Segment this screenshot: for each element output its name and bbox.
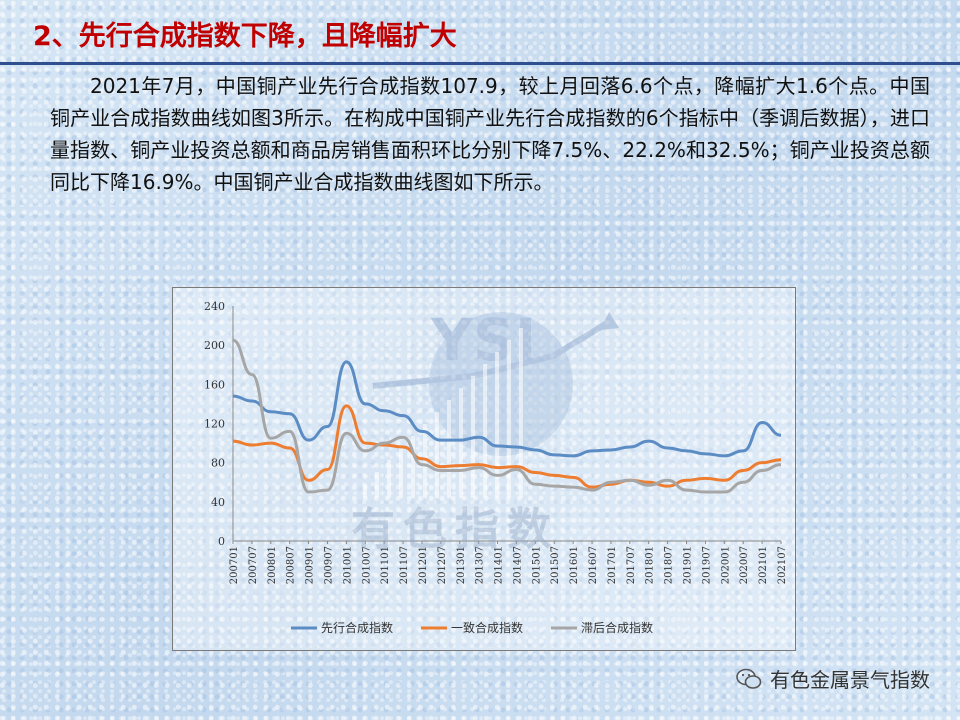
x-tick-label: 201307 (475, 546, 486, 584)
x-tick-label: 201001 (342, 546, 353, 584)
x-tick-label: 201207 (437, 546, 448, 584)
slide-title: 2、先行合成指数下降，且降幅扩大 (33, 21, 457, 52)
watermark-bar (459, 388, 463, 498)
footer-label: 有色金属景气指数 (770, 668, 930, 692)
x-tick-label: 202001 (720, 546, 731, 584)
legend-label: 一致合成指数 (451, 620, 523, 635)
x-tick-label: 202107 (777, 546, 788, 584)
line-chart: YSI 0 40 80 120 160 200 240 200701 200707 200801 2… (204, 300, 788, 635)
legend-label: 先行合成指数 (321, 620, 393, 635)
x-tick-label: 201601 (569, 546, 580, 584)
series-line (232, 404, 782, 489)
watermark-logo-text: YSI (430, 306, 536, 374)
x-tick-label: 201907 (701, 546, 712, 584)
x-tick-label: 201107 (399, 546, 410, 584)
watermark-bar (507, 340, 511, 498)
y-tick-label: 80 (211, 457, 225, 470)
legend-label: 滞后合成指数 (581, 620, 653, 635)
y-tick-label: 120 (204, 418, 225, 431)
y-tick-label: 160 (204, 378, 225, 391)
footer-source: 有色金属景气指数 (736, 664, 930, 693)
x-tick-label: 201507 (550, 546, 561, 584)
watermark-bar (363, 484, 367, 498)
body-paragraph: 2021年7月，中国铜产业先行合成指数107.9，较上月回落6.6个点，降幅扩大… (50, 74, 930, 194)
x-tick-label: 201301 (456, 546, 467, 584)
y-tick-label: 40 (211, 496, 225, 509)
y-tick-label: 240 (204, 300, 225, 313)
x-tick-label: 201801 (645, 546, 656, 584)
watermark-bar (495, 352, 499, 498)
x-tick-label: 201201 (418, 546, 429, 584)
series-line (232, 338, 782, 494)
watermark-bar (387, 460, 391, 498)
x-tick-label: 202101 (758, 546, 769, 584)
x-tick-label: 200907 (323, 546, 334, 584)
x-tick-label: 201807 (664, 546, 675, 584)
series-line (232, 360, 782, 458)
watermark-bar (435, 412, 439, 498)
x-tick-label: 201407 (512, 546, 523, 584)
x-tick-label: 201707 (626, 546, 637, 584)
title-divider (0, 62, 960, 65)
watermark-text: 有色指数 (351, 504, 559, 555)
x-tick-label: 200901 (305, 546, 316, 584)
wechat-icon (736, 668, 762, 689)
watermark-bar (519, 328, 523, 498)
x-tick-label: 200801 (267, 546, 278, 584)
watermark-bar (447, 400, 451, 498)
x-tick-label: 202007 (739, 546, 750, 584)
watermark-logo: YSI (372, 306, 619, 456)
watermark-bar (375, 472, 379, 498)
watermark-bar (483, 364, 487, 498)
watermark-bar (411, 436, 415, 498)
x-tick-label: 201501 (531, 546, 542, 584)
x-tick-label: 201901 (683, 546, 694, 584)
chart-panel: YSI 0 40 80 120 160 200 240 200701 200707 200801 2… (172, 287, 796, 651)
x-tick-label: 201701 (607, 546, 618, 584)
x-tick-label: 201607 (588, 546, 599, 584)
y-tick-label: 200 (204, 339, 225, 352)
x-tick-label: 201007 (361, 546, 372, 584)
x-tick-label: 200701 (229, 546, 240, 584)
x-tick-label: 200707 (248, 546, 259, 584)
watermark-bar (423, 424, 427, 498)
watermark-bar (399, 448, 403, 498)
x-tick-label: 201401 (494, 546, 505, 584)
y-tick-label: 0 (218, 535, 225, 548)
x-tick-label: 200807 (286, 546, 297, 584)
x-tick-label: 201101 (380, 546, 391, 584)
